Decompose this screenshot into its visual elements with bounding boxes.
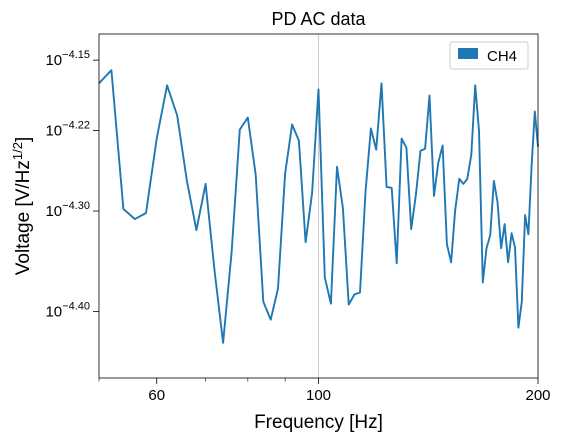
y-axis-label: Voltage [V/Hz1/2]: [10, 137, 34, 275]
x-tick-label-100: 100: [306, 387, 331, 404]
x-tick-label-60: 60: [148, 387, 165, 404]
chart-title: PD AC data: [271, 9, 366, 29]
y-axis-label-base: Voltage [V/Hz: [13, 160, 34, 275]
y-axis-label-exponent: 1/2: [10, 142, 25, 160]
y-axis-ticks: 10−4.15 10−4.22 10−4.30 10−4.40: [45, 49, 99, 321]
x-axis-label: Frequency [Hz]: [254, 412, 383, 433]
y-axis-label-close: ]: [13, 137, 34, 142]
legend-label-ch4: CH4: [487, 48, 517, 65]
y-tick-label-0: 10−4.15: [45, 49, 90, 69]
y-tick-label-1: 10−4.22: [45, 120, 90, 140]
x-axis-ticks: 60 100 200: [98, 378, 551, 404]
x-tick-label-200: 200: [525, 387, 550, 404]
series-line-ch4: [98, 69, 539, 344]
y-tick-label-3: 10−4.40: [45, 301, 90, 321]
legend: CH4: [449, 41, 529, 70]
series-layer: [98, 69, 539, 344]
legend-swatch-ch4: [458, 48, 478, 59]
y-tick-label-2: 10−4.30: [45, 200, 90, 220]
